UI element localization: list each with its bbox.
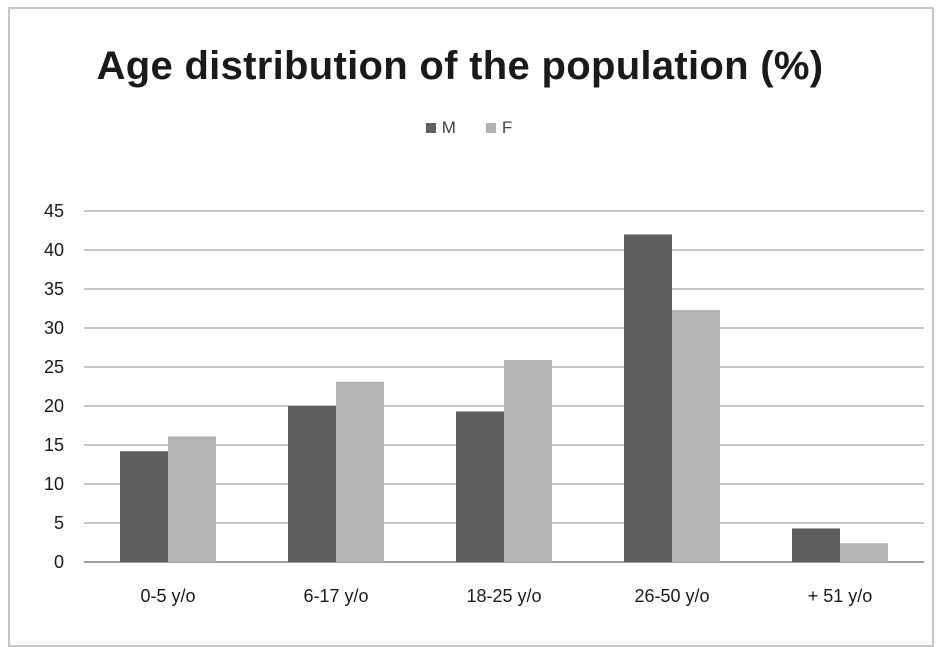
bar-f	[840, 543, 888, 562]
bar-f	[672, 310, 720, 562]
legend-label-f: F	[501, 118, 513, 137]
y-tick-label: 25	[44, 357, 64, 377]
bar-m	[120, 451, 168, 562]
y-tick-label: 10	[44, 474, 64, 494]
bar-m	[624, 234, 672, 562]
y-tick-label: 40	[44, 240, 64, 260]
y-tick-label: 30	[44, 318, 64, 338]
legend: M F	[0, 118, 938, 138]
legend-swatch-m	[425, 123, 436, 133]
x-tick-label: 26-50 y/o	[634, 586, 709, 606]
bar-f	[168, 436, 216, 562]
y-tick-label: 20	[44, 396, 64, 416]
x-tick-label: 18-25 y/o	[466, 586, 541, 606]
bar-layer	[120, 234, 888, 562]
legend-item-f: F	[485, 118, 513, 138]
legend-label-m: M	[441, 118, 456, 137]
bar-m	[288, 406, 336, 562]
bar-f	[504, 359, 552, 562]
y-tick-label: 15	[44, 435, 64, 455]
bar-m	[792, 528, 840, 562]
x-tick-label: 0-5 y/o	[140, 586, 195, 606]
y-tick-label: 0	[54, 552, 64, 572]
y-tick-label: 5	[54, 513, 64, 533]
chart-title: Age distribution of the population (%)	[96, 44, 824, 88]
x-tick-label: 6-17 y/o	[303, 586, 368, 606]
y-tick-label: 35	[44, 279, 64, 299]
y-tick-label: 45	[44, 201, 64, 221]
legend-item-m: M	[425, 118, 456, 138]
legend-swatch-f	[485, 123, 496, 133]
bar-m	[456, 411, 504, 562]
x-tick-label: + 51 y/o	[808, 586, 873, 606]
y-tick-labels: 0 5 10 15 20 25 30 35 40 45	[44, 201, 64, 572]
x-tick-labels: 0-5 y/o 6-17 y/o 18-25 y/o 26-50 y/o + 51 y/…	[140, 586, 872, 606]
bar-f	[336, 381, 384, 562]
